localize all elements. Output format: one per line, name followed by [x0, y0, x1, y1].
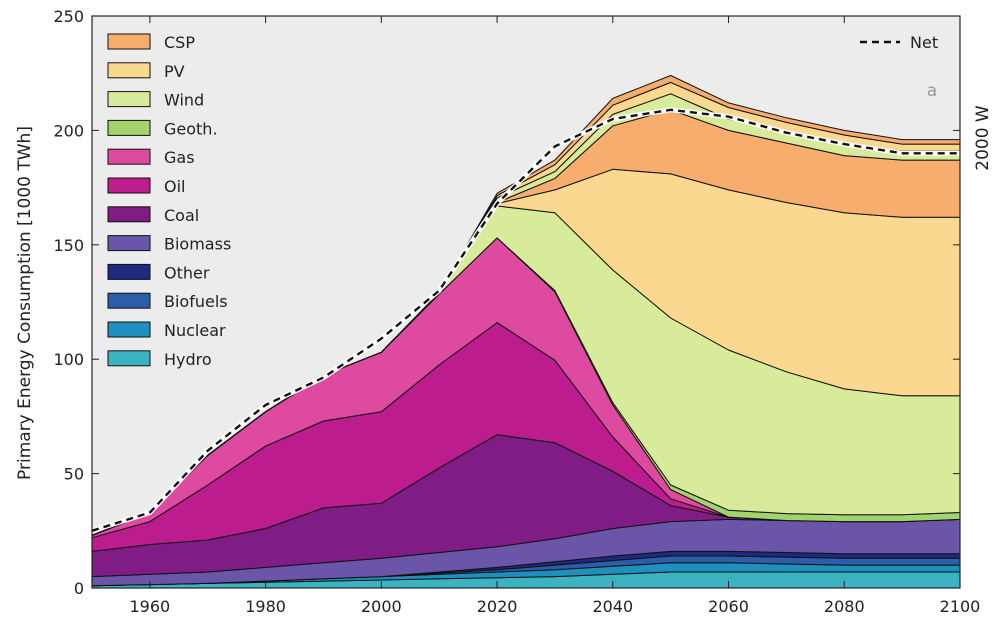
legend-label: Biofuels	[164, 292, 228, 311]
legend: CSP PV Wind Geoth. Gas Oil Coal Biomass Other Bio…	[107, 33, 231, 369]
x-tick-label: 1960	[130, 597, 171, 616]
y-axis-label: Primary Energy Consumption [1000 TWh]	[15, 126, 35, 480]
legend-swatch	[107, 235, 151, 252]
y-axis: 0 50 100 150 200 250	[53, 7, 960, 598]
net-legend-label: Net	[910, 33, 938, 52]
net-legend: Net	[860, 33, 938, 52]
legend-swatch	[107, 321, 151, 338]
x-tick-label: 2000	[361, 597, 402, 616]
legend-swatch	[107, 177, 151, 194]
legend-swatch	[107, 148, 151, 165]
y-tick-label: 0	[74, 579, 84, 598]
plot-frame	[91, 15, 961, 589]
legend-label: PV	[164, 62, 185, 81]
legend-swatch	[107, 292, 151, 309]
right-axis-label: 2000 W	[973, 105, 993, 171]
panel-label: a	[927, 81, 937, 101]
legend-label: Geoth.	[164, 119, 218, 138]
x-tick-label: 2060	[708, 597, 749, 616]
legend-swatch	[107, 263, 151, 280]
legend-swatch	[107, 119, 151, 136]
y-tick-label: 150	[53, 236, 84, 255]
legend-label: Other	[164, 263, 210, 282]
y-tick-label: 200	[53, 121, 84, 140]
legend-label: Hydro	[164, 350, 212, 369]
net-line	[91, 108, 960, 532]
legend-swatch	[107, 62, 151, 79]
legend-swatch	[107, 33, 151, 50]
legend-swatch	[107, 350, 151, 367]
x-axis: 1960 1980 2000 2020 2040 2060 2080 2100	[130, 16, 981, 616]
y-tick-label: 100	[53, 350, 84, 369]
legend-label: Nuclear	[164, 321, 226, 340]
x-tick-label: 2040	[592, 597, 633, 616]
legend-label: Gas	[164, 148, 195, 167]
x-tick-label: 1980	[245, 597, 286, 616]
y-tick-label: 50	[64, 465, 84, 484]
legend-label: CSP	[164, 33, 195, 52]
legend-label: Coal	[164, 206, 199, 225]
x-tick-label: 2020	[477, 597, 518, 616]
net-line-layer	[91, 107, 960, 534]
x-tick-label: 2100	[940, 597, 981, 616]
area-series-layer	[91, 75, 961, 589]
legend-label: Wind	[164, 91, 204, 110]
legend-label: Oil	[164, 177, 185, 196]
legend-swatch	[107, 206, 151, 223]
legend-swatch	[107, 91, 151, 108]
legend-label: Biomass	[164, 235, 231, 254]
x-tick-label: 2080	[824, 597, 865, 616]
y-tick-label: 250	[53, 7, 84, 26]
